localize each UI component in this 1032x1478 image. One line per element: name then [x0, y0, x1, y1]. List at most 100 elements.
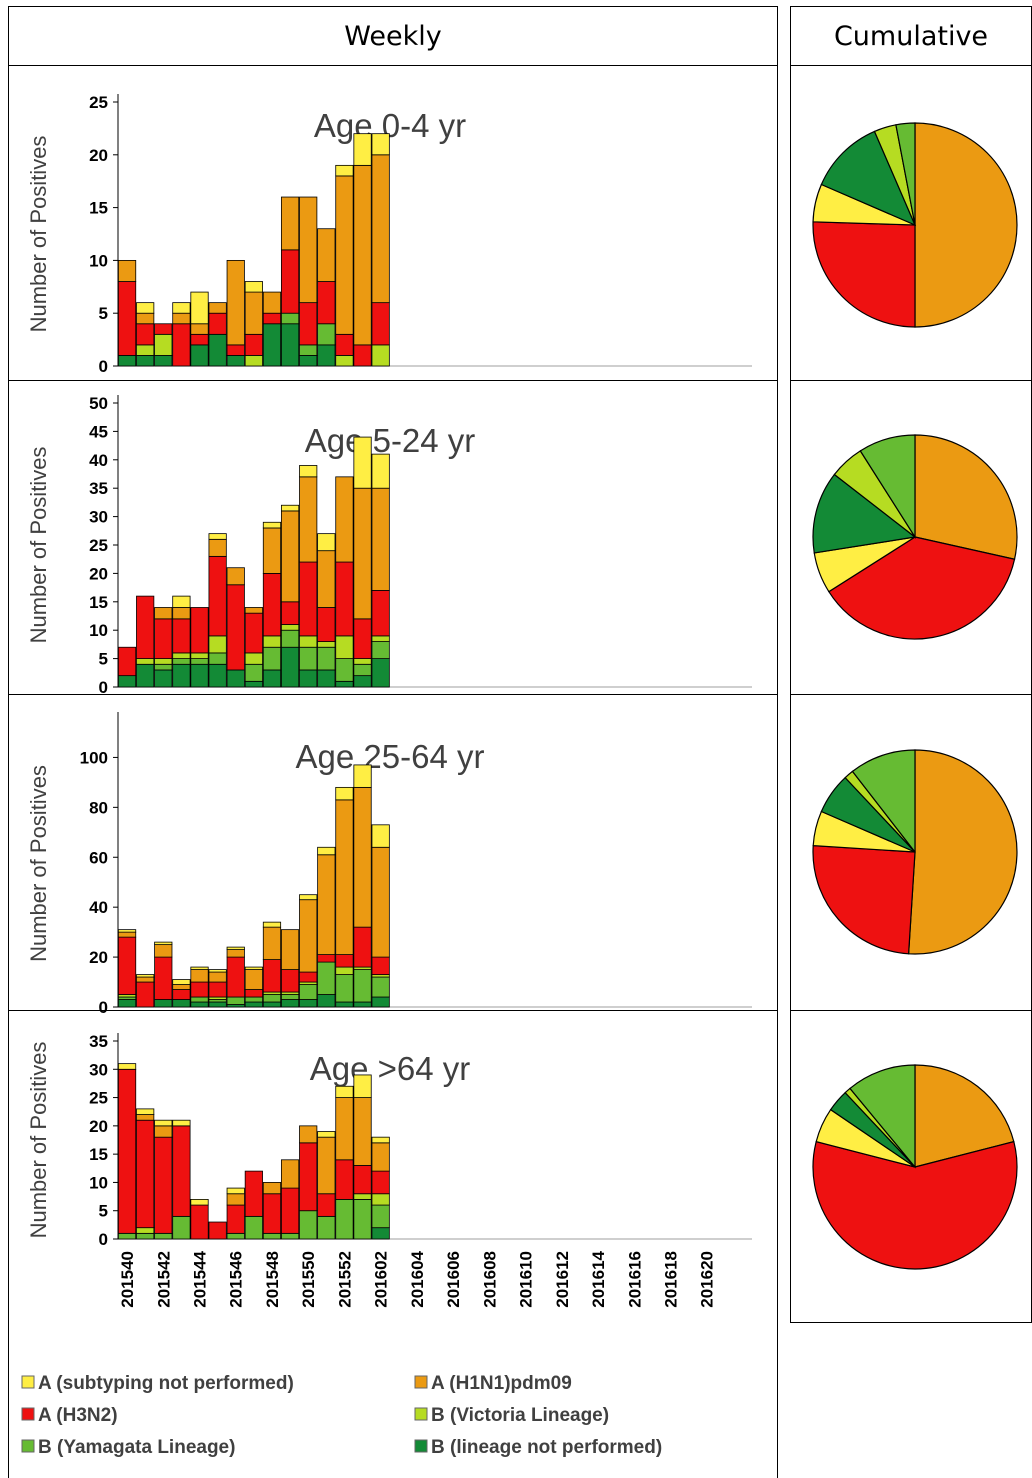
- x-tick-label: 201610: [517, 1251, 536, 1308]
- divider-cum-2: [790, 694, 1032, 695]
- bar-segment: [208, 312, 227, 335]
- bar-segment: [299, 899, 318, 973]
- bar-segment: [136, 663, 155, 688]
- bar-segment: [117, 999, 137, 1008]
- y-tick-label: 20: [89, 146, 108, 165]
- bar-segment: [244, 663, 263, 682]
- bar-segment: [353, 436, 372, 489]
- y-tick-label: 0: [99, 1230, 108, 1249]
- x-tick-label: 201614: [589, 1250, 608, 1307]
- y-axis-label: Number of Positives: [26, 136, 51, 333]
- bar-segment: [136, 981, 155, 1008]
- bar-segment: [226, 949, 245, 958]
- bar-segment: [190, 291, 209, 325]
- bar-segment: [353, 926, 372, 968]
- bar-segment: [335, 175, 354, 335]
- y-tick-label: 5: [99, 1202, 108, 1221]
- legend-item: B (lineage not performed): [414, 1437, 662, 1458]
- bar-segment: [299, 646, 318, 671]
- y-tick-label: 30: [89, 1060, 108, 1079]
- bar-segment: [353, 1001, 372, 1008]
- bar-segment: [280, 629, 300, 648]
- pie-slice: [895, 122, 916, 226]
- bar-segment: [262, 635, 282, 648]
- weekly-header: Weekly: [8, 6, 778, 66]
- y-tick-label: 15: [89, 199, 108, 218]
- bar-segment: [335, 966, 354, 975]
- bar-segment: [317, 961, 336, 995]
- bar-segment: [208, 555, 227, 637]
- bar-segment: [335, 954, 354, 968]
- pie-chart-4: [812, 1064, 1018, 1270]
- bar-segment: [154, 333, 173, 356]
- y-tick-label: 40: [89, 898, 108, 917]
- pie-slice: [859, 434, 916, 540]
- panel-title: Age 25-64 yr: [296, 738, 485, 775]
- bar-segment: [208, 981, 227, 998]
- bar-segment: [371, 846, 390, 958]
- bar-segment: [280, 969, 300, 993]
- y-tick-label: 60: [89, 848, 108, 867]
- bar-segment: [154, 355, 173, 367]
- bar-segment: [353, 658, 372, 665]
- y-tick-label: 20: [89, 564, 108, 583]
- bar-segment: [244, 607, 263, 614]
- bar-panel-3: 0 20 40 60 80 100 Number of Positives Age 25-64…: [26, 712, 752, 1017]
- bar-segment: [117, 929, 137, 933]
- bar-segment: [117, 931, 137, 938]
- bar-segment: [262, 527, 282, 574]
- bar-segment: [226, 259, 245, 346]
- legend-swatch: [21, 1407, 35, 1421]
- bar-segment: [353, 764, 372, 788]
- bar-segment: [226, 1187, 245, 1195]
- bar-segment: [190, 607, 209, 654]
- bar-segment: [280, 1232, 300, 1240]
- bar-segment: [262, 1232, 282, 1240]
- bar-segment: [371, 956, 390, 975]
- pie-slice: [914, 434, 1018, 560]
- x-tick-label: 201602: [372, 1251, 391, 1308]
- y-tick-label: 35: [89, 479, 108, 498]
- bar-segment: [317, 228, 336, 282]
- bar-segment: [371, 590, 390, 637]
- y-tick-label: 50: [89, 394, 108, 413]
- y-tick-label: 35: [89, 1032, 108, 1051]
- pie-slice: [812, 473, 917, 554]
- bar-segment: [226, 1204, 245, 1234]
- bar-segment: [299, 476, 318, 563]
- legend-swatch: [414, 1407, 428, 1421]
- bar-segment: [335, 1085, 354, 1098]
- x-tick-label: 201542: [154, 1251, 173, 1308]
- bar-segment: [371, 996, 390, 1008]
- bar-segment: [371, 641, 390, 659]
- bar-segment: [371, 658, 390, 688]
- bar-segment: [154, 618, 173, 660]
- bar-segment: [317, 994, 336, 1008]
- bar-segment: [244, 969, 263, 990]
- bar-segment: [117, 675, 137, 688]
- bar-segment: [335, 355, 354, 367]
- panel-title: Age 0-4 yr: [314, 107, 466, 144]
- x-tick-label: 201550: [299, 1251, 318, 1308]
- bar-segment: [172, 663, 191, 688]
- bar-segment: [172, 595, 191, 608]
- bar-segment: [371, 453, 390, 489]
- y-tick-label: 30: [89, 508, 108, 527]
- y-tick-label: 0: [99, 678, 108, 697]
- bar-segment: [335, 561, 354, 637]
- bar-segment: [244, 966, 263, 970]
- legend-label: B (Victoria Lineage): [431, 1405, 609, 1426]
- bar-segment: [353, 663, 372, 677]
- weekly-header-label: Weekly: [344, 20, 442, 52]
- bar-segment: [280, 999, 300, 1008]
- x-tick-label: 201544: [191, 1250, 210, 1307]
- bar-segment: [317, 646, 336, 671]
- bar-segment: [262, 1193, 282, 1234]
- divider-weekly-3: [8, 1010, 778, 1011]
- bar-segment: [280, 323, 300, 367]
- x-tick-label: 201618: [661, 1251, 680, 1308]
- bar-segment: [226, 584, 245, 671]
- bar-segment: [244, 680, 263, 688]
- bar-segment: [262, 994, 282, 1003]
- bar-segment: [299, 1142, 318, 1212]
